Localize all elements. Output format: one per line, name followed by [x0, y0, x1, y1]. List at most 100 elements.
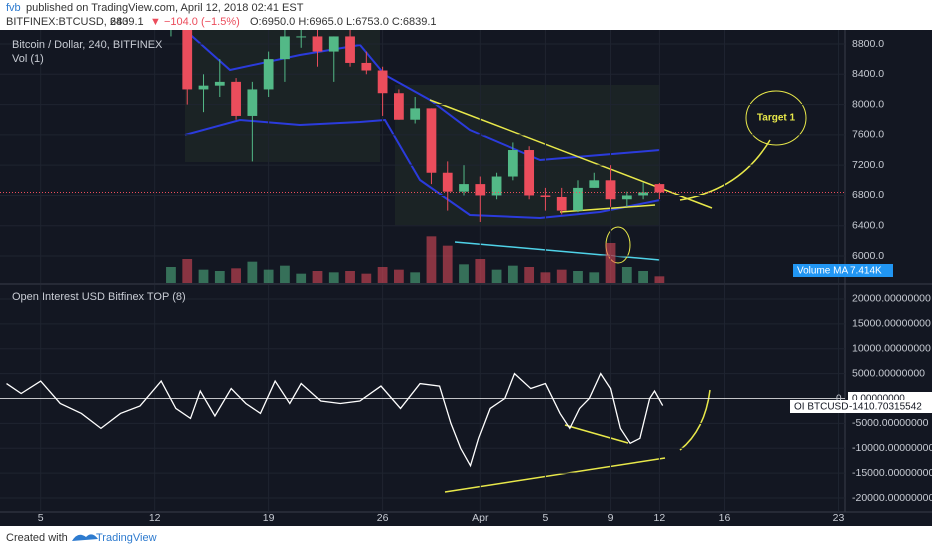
volume-bar: [442, 245, 453, 283]
volume-trendline: [454, 241, 661, 261]
x-tick-label: 5: [38, 512, 44, 524]
volume-bar: [328, 272, 339, 283]
volume-bar: [507, 265, 518, 283]
last-price: 6839.1: [110, 16, 144, 28]
x-tick-label: 26: [377, 512, 389, 524]
oi-line: [6, 372, 664, 468]
candle-body: [198, 85, 209, 90]
y-tick-label: 8400.0: [852, 68, 884, 80]
candle-body: [426, 108, 437, 173]
x-tick-label: 19: [263, 512, 275, 524]
drawings-lower: [444, 389, 711, 493]
y-tick-label: -5000.00000000: [852, 417, 929, 429]
created-with: Created with: [6, 532, 68, 544]
candle-body: [280, 36, 290, 60]
x-tick-label: 5: [543, 512, 549, 524]
x-tick-label: 12: [149, 512, 161, 524]
candle-body: [459, 184, 469, 192]
candle-body: [638, 192, 648, 196]
candle-body: [556, 196, 567, 211]
volume-bar: [410, 272, 421, 283]
candle-body: [540, 195, 551, 197]
y-tick-label: -20000.00000000: [852, 492, 932, 504]
trendline: [444, 457, 666, 493]
candle-body: [654, 184, 665, 193]
volume-bar: [263, 269, 274, 283]
published: published on TradingView.com, April 12, …: [26, 2, 304, 14]
candle-body: [394, 93, 404, 120]
candle-body: [214, 81, 225, 86]
y-tick-label: 6000.0: [852, 250, 884, 262]
logo: [72, 534, 98, 541]
x-tick-label: 12: [654, 512, 666, 524]
change: ▼ −104.0 (−1.5%): [150, 16, 240, 28]
volume-bar: [654, 276, 665, 283]
footer-bar: [0, 526, 932, 550]
y-tick-label: -15000.00000000: [852, 467, 932, 479]
volume-bar: [426, 236, 437, 283]
annotation: Target 1: [757, 113, 796, 124]
volume-bar: [589, 272, 600, 283]
candle-body: [182, 30, 193, 90]
volume-ma-badge: [793, 264, 893, 277]
main-pane: [0, 30, 845, 283]
scale-label: 0: [836, 394, 842, 405]
volume-bar: [182, 259, 193, 283]
x-tick-label: 9: [608, 512, 614, 524]
candle-body: [312, 36, 323, 52]
y-tick-label: 10000.00000000: [852, 343, 931, 355]
volume-bar: [573, 271, 583, 283]
candle-body: [345, 36, 355, 63]
y-tick-label: 7200.0: [852, 159, 884, 171]
axes: 8800.0 8400.0 8000.0 7600.0 7200.0 6800.0 6400…: [38, 38, 932, 524]
candle-body: [361, 62, 372, 71]
x-tick-label: Apr: [472, 512, 489, 524]
brand: TradingView: [96, 532, 157, 544]
zero-label: 0.00000000: [852, 394, 905, 405]
x-tick-label: 23: [833, 512, 845, 524]
oi-title: Open Interest USD Bitfinex TOP (8): [12, 291, 186, 303]
volume-bar: [247, 261, 258, 283]
ohlc: O:6950.0 H:6965.0 L:6753.0 C:6839.1: [250, 16, 437, 28]
target-circle: [745, 90, 807, 146]
y-tick-label: -10000.00000000: [852, 442, 932, 454]
volume-bar: [638, 271, 648, 283]
volume-bar: [524, 267, 535, 283]
arrow: [679, 139, 771, 201]
y-tick-label: 15000.00000000: [852, 318, 931, 330]
volume-bar: [394, 269, 404, 283]
candle-body: [247, 89, 258, 116]
y-tick-label: 7600.0: [852, 129, 884, 141]
candle-body: [524, 150, 535, 196]
candle-body: [328, 36, 339, 52]
candle-body: [442, 172, 453, 192]
volume-bar: [556, 269, 567, 283]
volume-bar: [166, 267, 176, 283]
x-tick-label: 16: [719, 512, 731, 524]
symbol: BITFINEX:BTCUSD, 240: [6, 16, 128, 28]
candle-body: [263, 59, 274, 90]
y-tick-label: 8800.0: [852, 38, 884, 50]
volume-bar: [280, 265, 290, 283]
volume-bar: [361, 273, 372, 283]
volume-bar: [214, 271, 225, 283]
y-tick-label: 20000.00000000: [852, 293, 931, 305]
band-lower: [184, 118, 661, 220]
candle-body: [296, 36, 307, 38]
candle-body: [231, 81, 241, 116]
y-tick-label: 6800.0: [852, 189, 884, 201]
y-tick-label: 5000.00000000: [852, 367, 925, 379]
y-tick-label: 6400.0: [852, 220, 884, 232]
arrow: [679, 389, 711, 451]
candle-body: [573, 187, 583, 211]
trendline: [559, 204, 656, 213]
candle-body: [605, 180, 616, 200]
header-bar: [0, 0, 932, 30]
volume-bar: [459, 264, 469, 283]
volume-title: Vol (1): [12, 53, 44, 65]
volume-ma-name: Volume MA: [797, 266, 848, 277]
oi-last: -1410.70315542: [849, 402, 922, 413]
candle-body: [377, 70, 388, 94]
